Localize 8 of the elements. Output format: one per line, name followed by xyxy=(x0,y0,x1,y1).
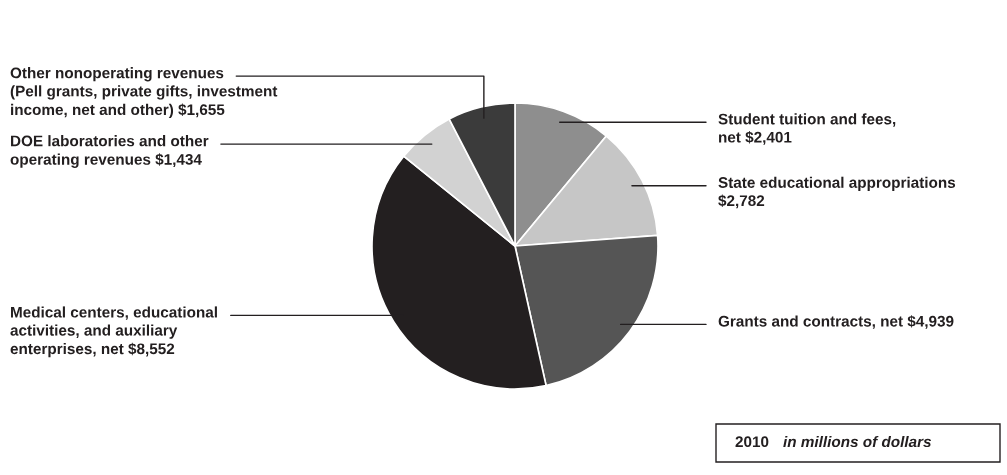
slice-label: State educational appropriations $2,782 xyxy=(718,176,956,209)
slice-label: Other nonoperating revenues (Pell grants, private gifts, investment income, net and other) $1,655 xyxy=(10,67,278,119)
text: 2010 xyxy=(735,436,769,448)
slice-label: Medical centers, educational activities, and auxiliary enterprises, net $8,552 xyxy=(10,306,217,358)
slice-label: Student tuition and fees, net $2,401 xyxy=(718,113,896,145)
text: in millions of dollars xyxy=(783,435,932,448)
slice-label: DOE laboratories and other operating revenues $1,434 xyxy=(10,135,209,168)
slice-label: Grants and contracts, net $4,939 xyxy=(718,315,954,329)
